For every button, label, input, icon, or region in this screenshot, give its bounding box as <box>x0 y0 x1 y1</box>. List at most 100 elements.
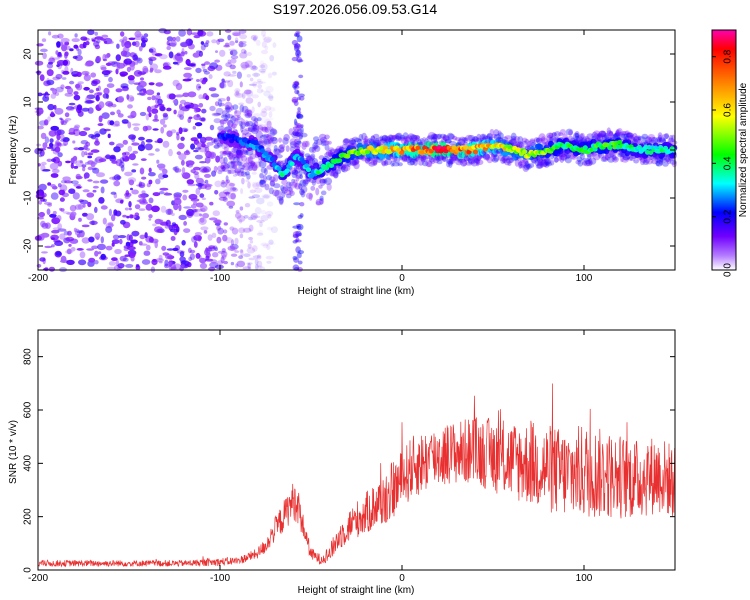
ridge-halo <box>334 169 342 175</box>
colorbar-tick-label: 0.4 <box>723 156 734 170</box>
noise-speckle <box>84 100 93 104</box>
ridge-halo <box>264 126 270 133</box>
ridge-halo <box>228 169 236 174</box>
ridge-halo <box>350 143 359 151</box>
ridge-halo <box>558 153 567 161</box>
noise-speckle <box>222 196 228 202</box>
noise-speckle <box>145 113 150 121</box>
y-tick-label: -10 <box>23 190 34 205</box>
ridge-halo <box>463 155 468 162</box>
noise-speckle <box>240 188 244 195</box>
noise-speckle <box>201 168 210 173</box>
noise-speckle <box>234 37 239 43</box>
ridge-halo <box>540 159 549 167</box>
noise-speckle <box>154 69 162 74</box>
ridge-halo <box>286 181 292 189</box>
ridge-halo <box>598 130 606 138</box>
noise-speckle <box>239 233 244 239</box>
noise-speckle <box>59 197 65 202</box>
noise-speckle <box>230 58 237 64</box>
ridge-core <box>399 150 405 156</box>
noise-speckle <box>235 118 241 123</box>
noise-speckle <box>91 167 97 171</box>
ridge-halo <box>525 162 531 169</box>
ridge-outer <box>313 162 320 169</box>
ridge-halo <box>234 168 241 174</box>
noise-speckle <box>215 50 218 53</box>
ridge-halo <box>575 139 581 145</box>
ridge-halo <box>383 160 389 167</box>
noise-speckle <box>36 43 44 47</box>
noise-speckle <box>92 180 100 184</box>
noise-speckle <box>97 123 104 127</box>
ridge-halo <box>593 133 600 139</box>
noise-speckle <box>115 210 122 217</box>
noise-speckle <box>108 76 113 83</box>
noise-speckle <box>155 82 164 87</box>
ridge-halo <box>626 152 631 160</box>
noise-speckle <box>69 80 75 85</box>
streak-speckle <box>294 238 298 243</box>
noise-speckle <box>38 213 43 218</box>
streak-speckle <box>294 85 300 89</box>
y-tick-label: 0 <box>23 567 34 573</box>
ridge-halo <box>318 184 323 189</box>
noise-speckle <box>243 50 247 54</box>
noise-speckle <box>194 122 203 127</box>
noise-speckle <box>144 232 148 239</box>
noise-speckle <box>227 74 237 77</box>
noise-speckle <box>155 258 164 263</box>
noise-speckle <box>246 74 251 78</box>
noise-speckle <box>94 260 99 265</box>
noise-speckle <box>257 81 266 84</box>
ridge-halo <box>230 115 237 124</box>
noise-speckle <box>101 34 109 38</box>
noise-speckle <box>116 175 122 180</box>
colorbar-gradient <box>712 30 736 270</box>
noise-speckle <box>128 37 136 41</box>
noise-speckle <box>58 189 65 196</box>
noise-speckle <box>68 102 76 106</box>
noise-speckle <box>162 140 170 148</box>
ridge-halo <box>291 131 300 139</box>
streak-speckle <box>294 43 301 50</box>
noise-speckle <box>77 110 84 117</box>
noise-speckle <box>74 33 78 38</box>
ridge-halo <box>657 132 663 140</box>
ridge-halo <box>649 136 656 142</box>
ridge-halo <box>358 133 364 141</box>
noise-speckle <box>251 181 260 188</box>
noise-speckle <box>143 33 149 38</box>
noise-speckle <box>223 71 231 77</box>
noise-speckle <box>231 227 239 235</box>
ridge-halo <box>278 196 284 205</box>
noise-speckle <box>52 210 57 215</box>
noise-speckle <box>239 148 245 155</box>
ridge-halo <box>553 157 560 163</box>
noise-speckle <box>86 213 95 221</box>
noise-speckle <box>240 48 247 54</box>
ridge-halo <box>308 146 315 153</box>
ridge-halo <box>531 156 538 164</box>
ridge-halo <box>349 159 358 166</box>
noise-speckle <box>229 40 235 46</box>
noise-speckle <box>143 250 151 256</box>
noise-speckle <box>263 36 272 43</box>
ridge-halo <box>270 179 275 187</box>
noise-speckle <box>65 160 71 164</box>
streak-speckle <box>296 124 301 132</box>
noise-speckle <box>260 242 269 247</box>
ridge-halo <box>313 140 319 145</box>
noise-speckle <box>241 177 245 185</box>
ridge-halo <box>443 134 447 141</box>
ridge-halo <box>379 135 384 141</box>
noise-speckle <box>90 149 100 153</box>
noise-speckle <box>219 49 226 57</box>
noise-speckle <box>255 181 262 188</box>
noise-speckle <box>214 59 221 63</box>
noise-speckle <box>89 220 98 225</box>
noise-speckle <box>172 99 178 104</box>
noise-speckle <box>213 144 220 149</box>
noise-speckle <box>112 123 121 127</box>
